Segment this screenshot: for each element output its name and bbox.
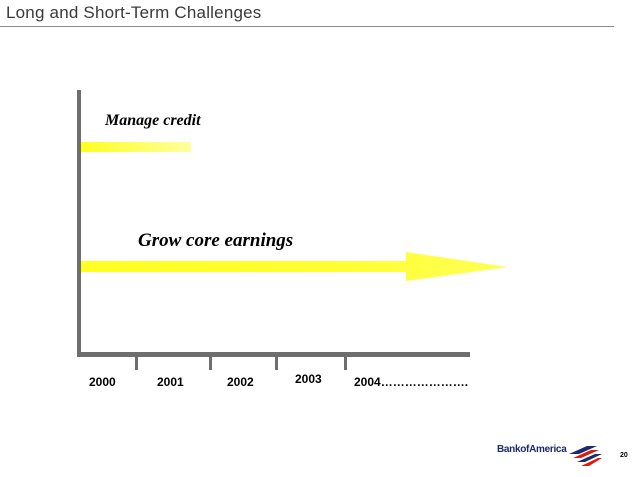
- slide-title: Long and Short-Term Challenges: [6, 3, 262, 22]
- title-divider: [0, 26, 614, 27]
- bank-of-america-logo: BankofAmerica: [497, 442, 607, 468]
- vertical-axis: [77, 90, 81, 357]
- tick-2004: [344, 354, 347, 370]
- year-label-2003: 2003: [295, 372, 322, 386]
- flag-icon: [569, 446, 602, 466]
- manage-credit-label: Manage credit: [104, 112, 201, 129]
- tick-2002: [209, 354, 212, 370]
- year-label-2000: 2000: [89, 375, 116, 389]
- year-label-2001: 2001: [157, 375, 184, 389]
- year-label-2004: 2004………………….: [354, 375, 468, 389]
- grow-core-earnings-label: Grow core earnings: [138, 230, 293, 251]
- manage-credit-bar: [81, 142, 191, 152]
- logo-wordmark: BankofAmerica: [497, 444, 567, 455]
- tick-2003: [275, 354, 278, 370]
- year-label-2002: 2002: [227, 375, 254, 389]
- horizontal-axis: [77, 352, 470, 357]
- grow-core-earnings-arrow: [81, 252, 508, 281]
- tick-2001: [135, 354, 138, 370]
- page-number: 20: [620, 452, 628, 459]
